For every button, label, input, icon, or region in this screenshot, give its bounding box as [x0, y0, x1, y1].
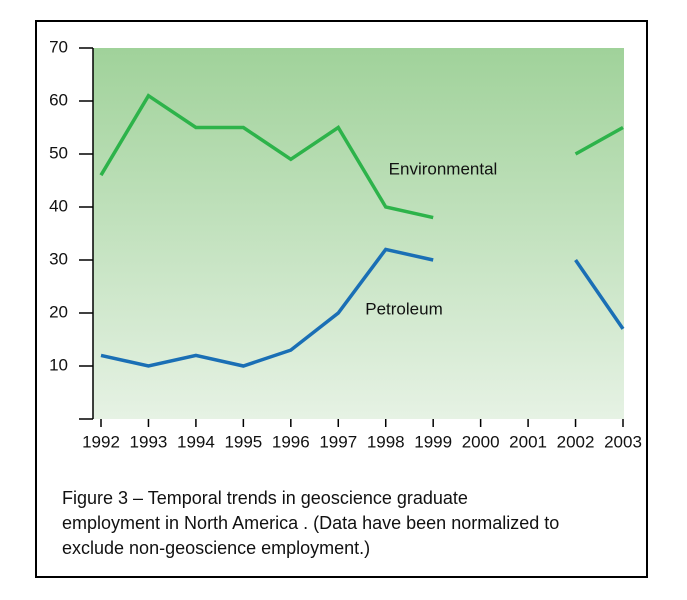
x-tick-label: 1995	[224, 432, 262, 451]
y-tick-label: 20	[49, 302, 68, 321]
y-tick-label: 30	[49, 249, 68, 268]
x-tick-label: 1998	[367, 432, 405, 451]
series-label: Environmental	[389, 159, 498, 178]
x-tick-label: 2000	[462, 432, 500, 451]
x-tick-label: 1997	[319, 432, 357, 451]
x-tick-label: 2002	[557, 432, 595, 451]
figure-frame	[35, 20, 648, 578]
x-tick-label: 1992	[82, 432, 120, 451]
x-tick-label: 1996	[272, 432, 310, 451]
caption: Figure 3 – Temporal trends in geoscience…	[62, 488, 560, 558]
x-tick-label: 1999	[414, 432, 452, 451]
plot-background	[93, 48, 624, 419]
y-tick-label: 60	[49, 90, 68, 109]
x-tick-label: 1994	[177, 432, 215, 451]
y-tick-label: 50	[49, 143, 68, 162]
series-label: Petroleum	[365, 299, 442, 318]
y-tick-label: 70	[49, 37, 68, 56]
y-tick-label: 40	[49, 196, 68, 215]
x-tick-label: 1993	[130, 432, 168, 451]
line	[99, 93, 624, 220]
y-tick-label: 10	[49, 355, 68, 374]
x-tick-label: 2003	[604, 432, 642, 451]
x-tick-label: 2001	[509, 432, 547, 451]
line	[100, 247, 625, 368]
